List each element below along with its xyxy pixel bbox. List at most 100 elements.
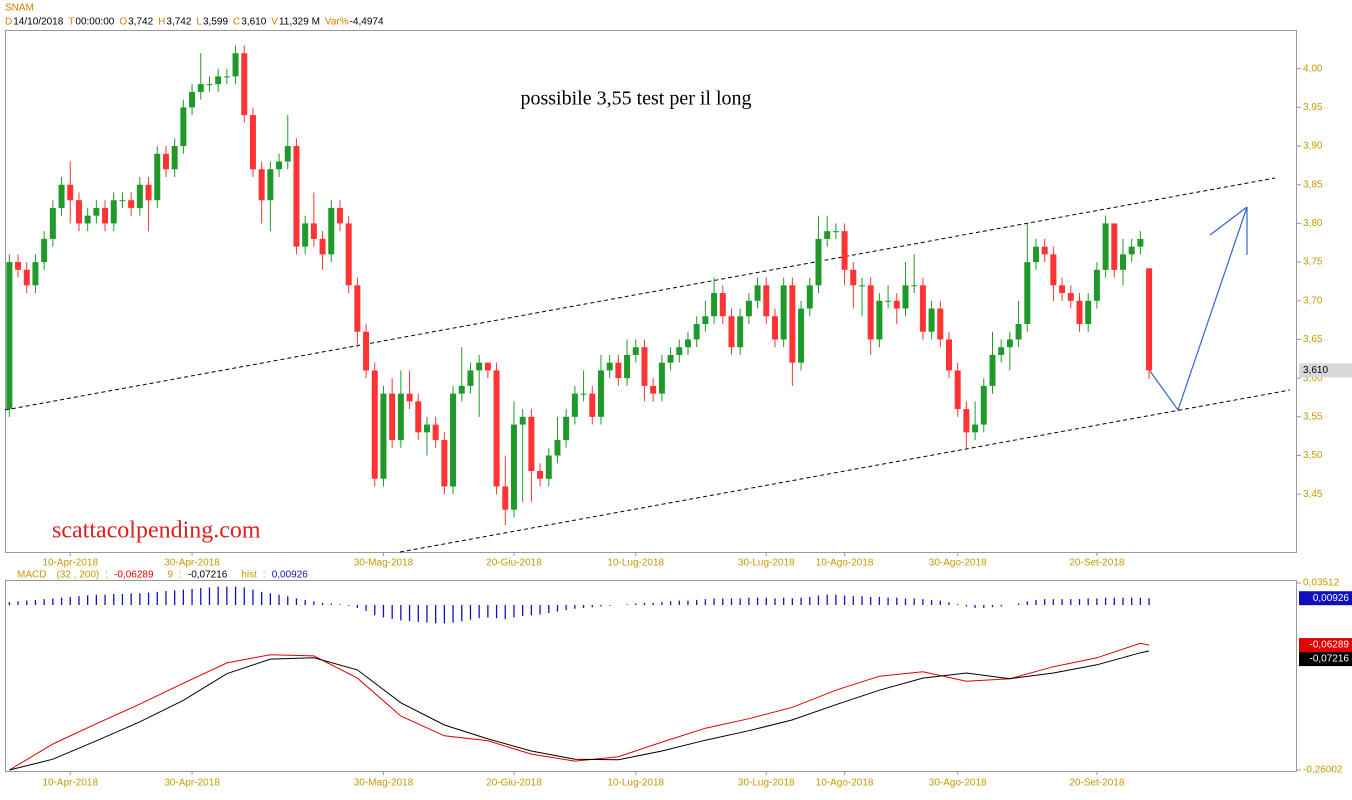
candle-body [1015,323,1022,340]
x-tick-label: 30-Mag-2018 [354,778,414,789]
y-tick-label: 3,50 [1303,450,1323,461]
candle-body [232,53,239,77]
candle-body [128,200,135,208]
x-tick-label: 10-Apr-2018 [42,778,98,789]
candle-body [615,362,622,379]
candle-body [371,370,378,479]
candle-body [406,393,413,402]
projection-arrow [1149,206,1248,412]
candle-body [885,300,892,302]
candle-body [798,308,805,363]
candle-body [780,285,787,340]
candle-body [554,440,561,456]
x-tick-label: 30-Apr-2018 [164,558,220,569]
header-value: -4,4974 [350,17,384,28]
candle-body [110,200,117,224]
candle-body [728,316,735,348]
candle-body [189,91,196,108]
x-tick-label: 10-Lug-2018 [607,558,664,569]
candle-body [241,53,248,116]
x-tick-label: 30-Ago-2018 [929,558,987,569]
candle-body [23,269,30,286]
candle-body [963,409,970,433]
candle-body [249,115,256,170]
candle-body [754,285,761,301]
macd-panel [5,580,1297,772]
candle-body [597,370,604,417]
header-value: 00:00:00 [75,17,114,28]
y-tick-label: -0,26002 [1303,765,1343,776]
candle-body [328,207,335,255]
candle-body [1032,246,1039,263]
candle-body [771,316,778,340]
candle-body [1111,223,1118,270]
candle-body [171,146,178,170]
header-value: 11,329 M [279,17,320,28]
candle-body [162,153,169,170]
header-key: C [233,17,240,28]
header-key: H [158,17,165,28]
header-value: 3,599 [203,17,228,28]
candle-body [876,300,883,340]
candle-body [336,207,343,224]
candle-body [789,285,796,363]
candle-body [1041,246,1048,255]
y-tick-label: 3,90 [1303,141,1323,152]
candle-body [632,347,639,355]
y-tick-label: 3,75 [1303,257,1323,268]
candle-body [345,223,352,286]
candle-body [145,184,152,201]
candle-body [93,207,100,216]
header-key: T [68,17,74,28]
candle-body [6,262,13,410]
candle-body [980,385,987,425]
candle-body [702,316,709,324]
candle-body [389,393,396,441]
legend-separator: : [263,570,266,581]
legend-separator: : [179,570,182,581]
candle-body [893,300,900,309]
candle-body [684,339,691,348]
y-tick-label: 3,65 [1303,334,1323,345]
candle-body [1102,223,1109,270]
candle-body [911,285,918,287]
candle-body [928,308,935,332]
value-box [1299,591,1352,606]
candle-body [658,362,665,394]
candle-body [1024,262,1031,324]
candle-body [528,416,535,471]
y-tick-label: 3,95 [1303,102,1323,113]
symbol: SNAM [5,3,34,14]
candle-body [502,486,509,510]
x-tick-label: 10-Apr-2018 [42,558,98,569]
candle-body [32,262,39,286]
candle-body [919,285,926,332]
x-tick-label: 30-Mag-2018 [354,558,414,569]
candle-body [693,323,700,340]
candle-body [519,416,526,425]
legend-name: 9 [168,570,174,581]
y-tick-label: 0,03512 [1303,578,1340,589]
header-key: O [119,17,127,28]
x-tick-label: 10-Ago-2018 [816,558,874,569]
header-value: 3,742 [166,17,191,28]
macd-line [9,642,1150,771]
candle-body [667,354,674,363]
candle-body [650,385,657,394]
candle-body [467,370,474,386]
price-panel [5,30,1297,553]
header-value: 3,610 [241,17,266,28]
candle-body [432,424,439,441]
candle-body [989,354,996,386]
value-box-label: 0,00926 [1313,593,1350,604]
y-tick-label: 3,55 [1303,411,1323,422]
x-tick-label: 20-Set-2018 [1069,558,1124,569]
y-tick-label: 3,45 [1303,489,1323,500]
candle-body [641,347,648,386]
x-tick-label: 20-Giu-2018 [486,778,542,789]
candle-body [1050,254,1057,286]
candle-body [858,285,865,287]
legend-separator: : [105,570,108,581]
candle-body [75,200,82,224]
candle-body [1076,300,1083,324]
